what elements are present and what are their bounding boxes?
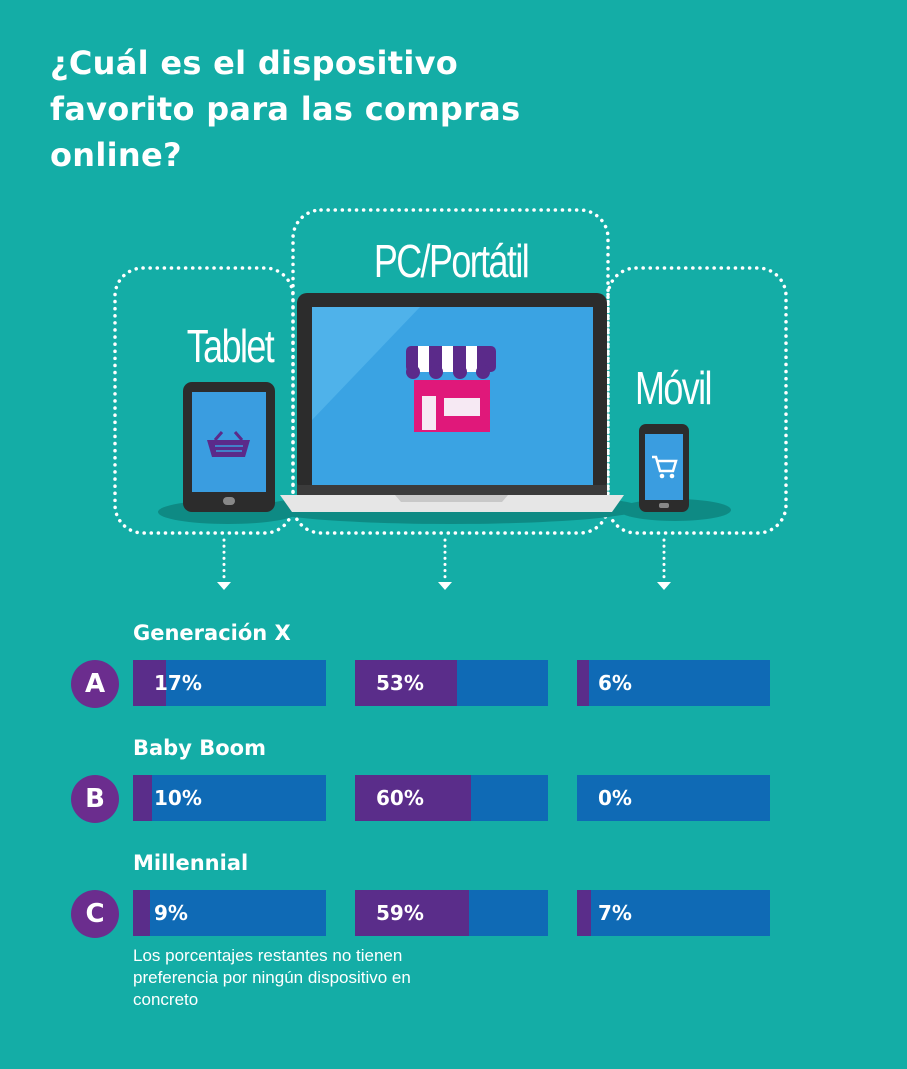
- storefront-icon: [406, 346, 496, 432]
- shopping-basket-icon: [207, 431, 250, 457]
- bar-a-mobile: 6%: [577, 660, 770, 706]
- device-illustration: Tablet PC/Portátil Móvil: [113, 208, 788, 590]
- bar-value: 17%: [154, 671, 202, 695]
- tablet-device: [183, 382, 275, 512]
- group-badge-a: A: [71, 660, 119, 708]
- tablet-arrow: [217, 538, 231, 590]
- group-label-generacion-x: Generación X: [133, 621, 291, 645]
- bar-value: 0%: [598, 786, 632, 810]
- bar-fill: [577, 890, 591, 936]
- bar-value: 10%: [154, 786, 202, 810]
- bar-value: 59%: [376, 901, 424, 925]
- mobile-arrow: [657, 538, 671, 590]
- bar-value: 6%: [598, 671, 632, 695]
- bar-b-tablet: 10%: [133, 775, 326, 821]
- bar-fill: [355, 890, 469, 936]
- bar-value: 7%: [598, 901, 632, 925]
- pc-label: PC/Portátil: [374, 236, 528, 287]
- mobile-frame: [606, 266, 788, 535]
- bar-a-tablet: 17%: [133, 660, 326, 706]
- bar-fill: [355, 660, 458, 706]
- bar-b-mobile: 0%: [577, 775, 770, 821]
- mobile-device: [639, 424, 689, 512]
- pc-frame: [291, 208, 610, 535]
- bar-b-pc: 60%: [355, 775, 548, 821]
- pc-arrow: [438, 538, 452, 590]
- group-label-baby-boom: Baby Boom: [133, 736, 266, 760]
- bar-c-mobile: 7%: [577, 890, 770, 936]
- chart-title: ¿Cuál es el dispositivo favorito para la…: [50, 44, 521, 174]
- mobile-label: Móvil: [635, 363, 711, 414]
- bar-value: 53%: [376, 671, 424, 695]
- bar-fill: [133, 890, 151, 936]
- bar-c-pc: 59%: [355, 890, 548, 936]
- tablet-label: Tablet: [187, 321, 275, 372]
- bar-a-pc: 53%: [355, 660, 548, 706]
- group-badge-b: B: [71, 775, 119, 823]
- bar-fill: [577, 660, 589, 706]
- footnote: Los porcentajes restantes no tienen pref…: [133, 946, 411, 1009]
- laptop-device: [280, 293, 624, 512]
- shopping-cart-icon: [652, 455, 678, 479]
- bar-value: 9%: [154, 901, 188, 925]
- bar-value: 60%: [376, 786, 424, 810]
- bar-c-tablet: 9%: [133, 890, 326, 936]
- bar-fill: [133, 660, 166, 706]
- group-label-millennial: Millennial: [133, 851, 249, 875]
- bar-fill: [355, 775, 471, 821]
- bar-fill: [133, 775, 153, 821]
- group-badge-c: C: [71, 890, 119, 938]
